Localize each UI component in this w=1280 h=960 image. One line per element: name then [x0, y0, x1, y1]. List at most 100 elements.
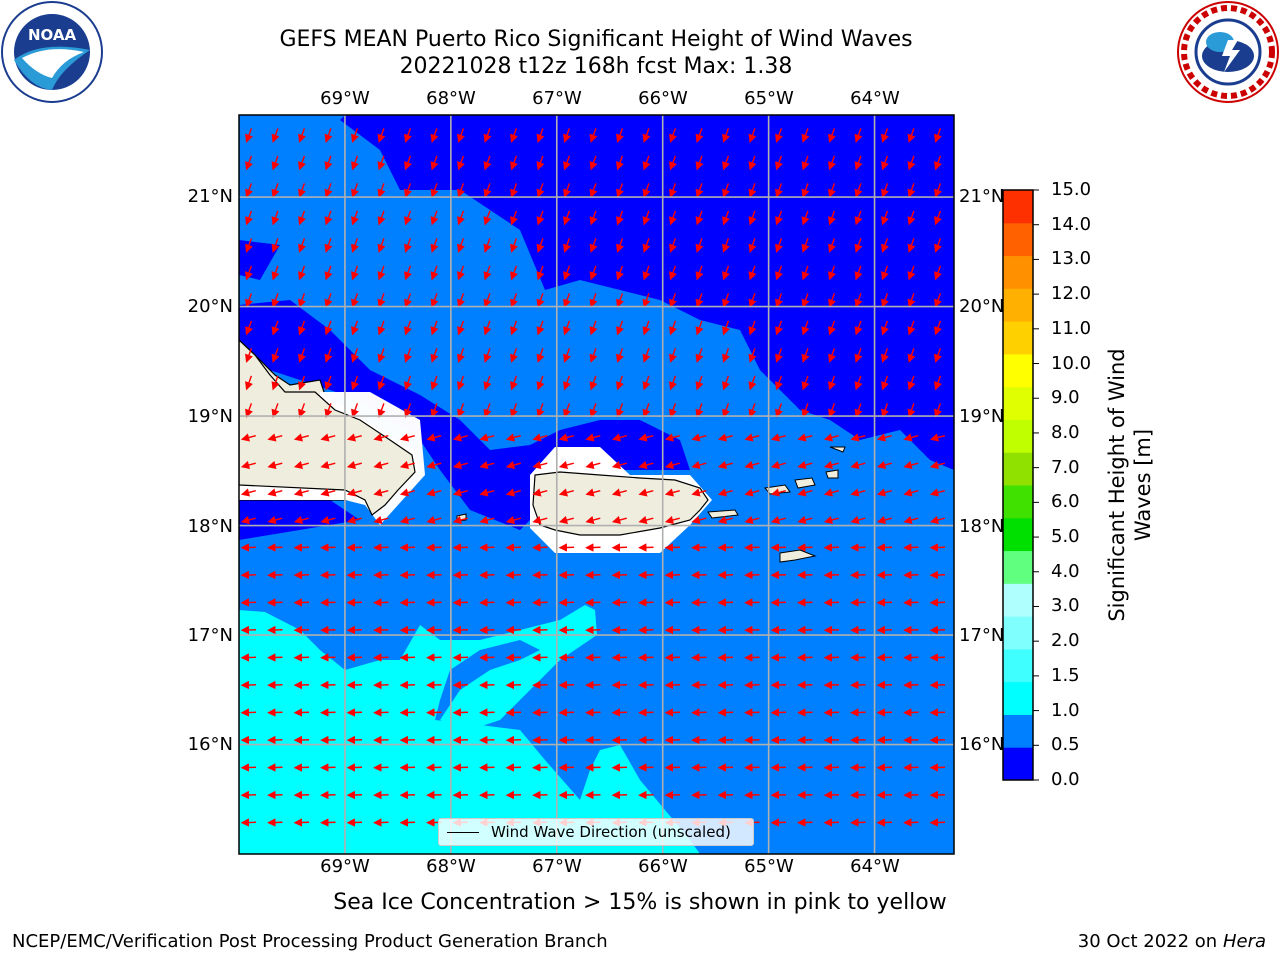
lon-label-bottom: 65°W	[744, 856, 794, 877]
wave-direction-arrow	[452, 433, 468, 442]
wave-direction-arrow	[797, 433, 813, 442]
wave-direction-arrow	[642, 155, 651, 171]
wave-direction-arrow	[324, 375, 333, 391]
lon-label-top: 69°W	[320, 88, 370, 109]
wave-direction-arrow	[801, 293, 810, 308]
wave-direction-arrow	[457, 375, 465, 391]
wave-direction-arrow	[483, 265, 492, 281]
map-field	[239, 115, 954, 854]
wave-direction-arrow	[505, 488, 521, 497]
wave-direction-arrow	[536, 128, 545, 143]
wave-direction-arrow	[664, 515, 680, 525]
wave-direction-arrow	[616, 210, 624, 226]
wave-direction-arrow	[616, 293, 624, 308]
sea-ice-note: Sea Ice Concentration > 15% is shown in …	[333, 890, 947, 915]
wave-direction-arrow	[483, 375, 492, 391]
wave-direction-arrow	[245, 155, 253, 171]
lat-label-right: 21°N	[959, 186, 1005, 207]
wave-direction-arrow	[722, 293, 730, 308]
wave-direction-arrow	[801, 238, 810, 253]
wave-direction-arrow	[558, 460, 574, 470]
wave-direction-arrow	[828, 293, 836, 308]
wave-direction-arrow	[616, 375, 624, 391]
wave-direction-arrow	[929, 488, 945, 497]
wave-direction-arrow	[351, 128, 359, 143]
wave-direction-arrow	[585, 488, 601, 497]
lon-label-top: 65°W	[744, 88, 794, 109]
wave-direction-arrow	[881, 320, 889, 336]
wave-direction-arrow	[267, 488, 283, 497]
wave-direction-arrow	[404, 265, 412, 281]
wave-direction-arrow	[377, 183, 386, 198]
wave-direction-arrow	[271, 210, 280, 226]
wave-direction-arrow	[695, 403, 704, 418]
wave-direction-arrow	[457, 320, 465, 336]
wave-direction-arrow	[532, 488, 548, 497]
wave-direction-arrow	[748, 128, 757, 143]
wave-direction-arrow	[589, 265, 598, 281]
wave-direction-arrow	[748, 155, 757, 171]
colorbar-tick-label: 0.0	[1051, 769, 1080, 790]
wave-direction-arrow	[479, 515, 495, 525]
wave-direction-arrow	[722, 183, 730, 198]
wave-direction-arrow	[479, 460, 495, 470]
wave-direction-arrow	[324, 128, 333, 143]
wave-direction-arrow	[373, 515, 389, 525]
wave-direction-arrow	[722, 348, 730, 363]
lon-label-bottom: 69°W	[320, 856, 370, 877]
wave-direction-arrow	[770, 433, 786, 442]
wave-direction-arrow	[271, 183, 280, 198]
wave-direction-arrow	[510, 155, 518, 171]
wave-direction-arrow	[722, 238, 730, 253]
wave-direction-arrow	[298, 238, 306, 253]
wave-direction-arrow	[298, 348, 306, 363]
wave-direction-arrow	[642, 375, 651, 391]
wave-direction-arrow	[399, 488, 415, 497]
wave-direction-arrow	[748, 348, 757, 363]
wave-direction-arrow	[510, 375, 518, 391]
wave-direction-arrow	[748, 210, 757, 226]
wave-direction-arrow	[271, 348, 280, 363]
colorbar-title: Significant Height of Wind Waves [m]	[1105, 348, 1155, 622]
wave-direction-arrow	[298, 183, 306, 198]
colorbar-tick-label: 13.0	[1051, 248, 1092, 270]
colorbar-segment	[1003, 321, 1033, 355]
colorbar-segment	[1003, 616, 1033, 650]
wave-direction-arrow	[638, 460, 654, 470]
wave-direction-arrow	[298, 128, 306, 143]
wave-direction-arrow	[240, 460, 256, 470]
wave-direction-arrow	[320, 488, 336, 497]
wave-direction-arrow	[669, 265, 677, 281]
wave-direction-arrow	[457, 265, 465, 281]
wave-direction-arrow	[611, 515, 627, 525]
wave-direction-arrow	[245, 183, 253, 198]
wave-direction-arrow	[563, 128, 571, 143]
wave-direction-arrow	[505, 515, 521, 525]
wave-direction-arrow	[479, 433, 495, 442]
wave-direction-arrow	[744, 433, 760, 442]
colorbar-tick-label: 2.0	[1051, 630, 1080, 652]
wave-direction-arrow	[271, 293, 280, 308]
land-puerto-rico	[532, 471, 709, 536]
wave-direction-arrow	[346, 433, 362, 442]
lat-label-right: 20°N	[959, 296, 1005, 317]
wave-direction-arrow	[293, 488, 309, 497]
wave-direction-arrow	[717, 515, 733, 525]
wave-direction-arrow	[585, 433, 601, 442]
wave-direction-arrow	[854, 375, 863, 391]
wave-direction-arrow	[664, 433, 680, 442]
wave-direction-arrow	[828, 375, 836, 391]
wave-direction-arrow	[616, 155, 624, 171]
wave-direction-arrow	[510, 265, 518, 281]
map-title: GEFS MEAN Puerto Rico Significant Height…	[279, 27, 913, 52]
wave-direction-arrow	[903, 460, 919, 470]
wave-direction-arrow	[907, 348, 916, 363]
lat-label-left: 19°N	[187, 406, 233, 427]
wave-direction-arrow	[722, 403, 730, 418]
wave-direction-arrow	[881, 210, 889, 226]
wave-direction-arrow	[298, 320, 306, 336]
wave-direction-arrow	[536, 348, 545, 363]
svg-text:NOAA: NOAA	[28, 26, 77, 44]
wave-direction-arrow	[854, 320, 863, 336]
wave-direction-arrow	[691, 460, 707, 470]
